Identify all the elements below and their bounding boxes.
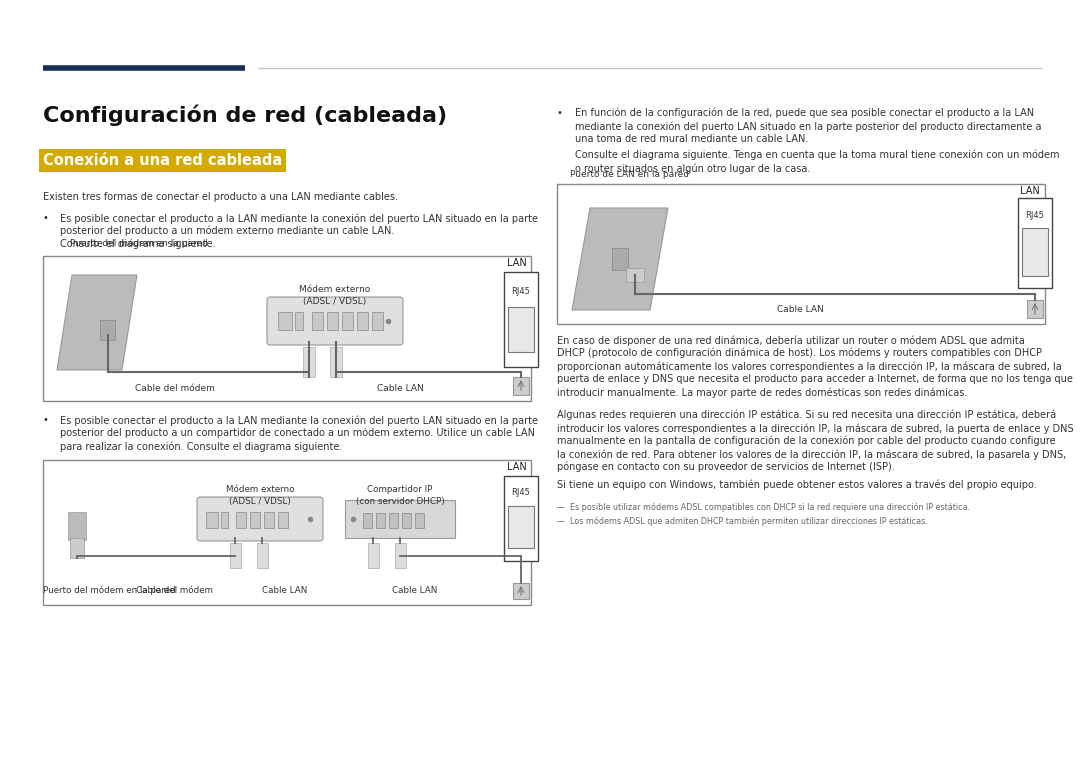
Text: o router situados en algún otro lugar de la casa.: o router situados en algún otro lugar de… [575, 163, 810, 173]
Text: LAN: LAN [507, 258, 527, 268]
Bar [70, 538, 84, 558]
Text: RJ45: RJ45 [512, 488, 530, 497]
Bar [1027, 300, 1043, 318]
Bar [237, 512, 246, 528]
Bar [389, 513, 399, 528]
Bar [43, 256, 531, 401]
Polygon shape [57, 275, 137, 370]
Text: —  Los módems ADSL que admiten DHCP también permiten utilizar direcciones IP est: — Los módems ADSL que admiten DHCP tambi… [557, 516, 928, 526]
Text: Puerto del módem en la pared: Puerto del módem en la pared [43, 585, 176, 595]
Bar [372, 312, 383, 330]
Text: introducir los valores correspondientes a la dirección IP, la máscara de subred,: introducir los valores correspondientes … [557, 423, 1074, 433]
Bar [295, 312, 303, 330]
Text: posterior del producto a un módem externo mediante un cable LAN.: posterior del producto a un módem extern… [60, 226, 394, 237]
Bar [43, 460, 531, 605]
Bar [230, 543, 241, 568]
Bar [68, 512, 86, 540]
Bar [395, 543, 406, 568]
Bar [363, 513, 372, 528]
Text: En caso de disponer de una red dinámica, debería utilizar un router o módem ADSL: En caso de disponer de una red dinámica,… [557, 335, 1025, 346]
Text: •: • [43, 213, 49, 223]
Bar [303, 347, 315, 377]
Text: Cable LAN: Cable LAN [777, 305, 823, 314]
Bar [278, 512, 288, 528]
Text: —  Es posible utilizar módems ADSL compatibles con DHCP si la red requiere una d: — Es posible utilizar módems ADSL compat… [557, 502, 970, 511]
Polygon shape [572, 208, 669, 310]
Text: Es posible conectar el producto a la LAN mediante la conexión del puerto LAN sit: Es posible conectar el producto a la LAN… [60, 213, 538, 224]
Bar [342, 312, 353, 330]
Text: póngase en contacto con su proveedor de servicios de Internet (ISP).: póngase en contacto con su proveedor de … [557, 462, 894, 472]
Text: (ADSL / VDSL): (ADSL / VDSL) [303, 297, 366, 306]
Bar [415, 513, 424, 528]
Bar [327, 312, 338, 330]
Text: Configuración de red (cableada): Configuración de red (cableada) [43, 105, 447, 127]
Text: Módem externo: Módem externo [226, 485, 294, 494]
Text: •: • [557, 108, 563, 118]
Text: LAN: LAN [1020, 186, 1040, 196]
Bar [206, 512, 218, 528]
Bar [1022, 228, 1048, 276]
Text: para realizar la conexión. Consulte el diagrama siguiente.: para realizar la conexión. Consulte el d… [60, 441, 342, 452]
Text: LAN: LAN [507, 462, 527, 472]
Bar [368, 543, 379, 568]
Text: Consulte el diagrama siguiente.: Consulte el diagrama siguiente. [60, 239, 216, 249]
Text: mediante la conexión del puerto LAN situado en la parte posterior del producto d: mediante la conexión del puerto LAN situ… [575, 121, 1041, 131]
Text: Conexión a una red cableada: Conexión a una red cableada [43, 153, 282, 168]
Bar [557, 184, 1045, 324]
Text: Cable LAN: Cable LAN [262, 586, 308, 595]
Text: puerta de enlace y DNS que necesita el producto para acceder a Internet, de form: puerta de enlace y DNS que necesita el p… [557, 374, 1072, 384]
Text: DHCP (protocolo de configuración dinámica de host). Los módems y routers compati: DHCP (protocolo de configuración dinámic… [557, 348, 1042, 359]
Bar [612, 248, 627, 270]
FancyBboxPatch shape [267, 297, 403, 345]
Text: Es posible conectar el producto a la LAN mediante la conexión del puerto LAN sit: Es posible conectar el producto a la LAN… [60, 415, 538, 426]
Bar [357, 312, 368, 330]
Text: Cable del módem: Cable del módem [135, 384, 215, 393]
Bar [513, 377, 529, 395]
Bar [278, 312, 292, 330]
Bar [221, 512, 228, 528]
Text: la conexión de red. Para obtener los valores de la dirección IP, la máscara de s: la conexión de red. Para obtener los val… [557, 449, 1066, 459]
Text: Algunas redes requieren una dirección IP estática. Si su red necesita una direcc: Algunas redes requieren una dirección IP… [557, 410, 1056, 420]
Text: Puerto de LAN en la pared: Puerto de LAN en la pared [570, 170, 689, 179]
Bar [1018, 198, 1052, 288]
Text: (con servidor DHCP): (con servidor DHCP) [355, 497, 444, 506]
Text: Módem externo: Módem externo [299, 285, 370, 294]
Text: posterior del producto a un compartidor de conectado a un módem externo. Utilice: posterior del producto a un compartidor … [60, 428, 535, 439]
Text: RJ45: RJ45 [1026, 211, 1044, 220]
Bar [626, 268, 644, 282]
Bar [508, 307, 534, 352]
Bar [508, 506, 534, 548]
Text: una toma de red mural mediante un cable LAN.: una toma de red mural mediante un cable … [575, 134, 808, 144]
FancyBboxPatch shape [197, 497, 323, 541]
Text: introducir manualmente. La mayor parte de redes domésticas son redes dinámicas.: introducir manualmente. La mayor parte d… [557, 387, 968, 398]
Text: •: • [43, 415, 49, 425]
Text: Consulte el diagrama siguiente. Tenga en cuenta que la toma mural tiene conexión: Consulte el diagrama siguiente. Tenga en… [575, 150, 1059, 160]
Text: Si tiene un equipo con Windows, también puede obtener estos valores a través del: Si tiene un equipo con Windows, también … [557, 480, 1037, 491]
Text: Puerto del módem en la pared: Puerto del módem en la pared [70, 239, 207, 248]
FancyBboxPatch shape [345, 500, 455, 538]
Bar [312, 312, 323, 330]
Bar [249, 512, 260, 528]
Bar [264, 512, 274, 528]
Bar [100, 320, 114, 340]
Text: Existen tres formas de conectar el producto a una LAN mediante cables.: Existen tres formas de conectar el produ… [43, 192, 399, 202]
Text: (ADSL / VDSL): (ADSL / VDSL) [229, 497, 291, 506]
Text: En función de la configuración de la red, puede que sea posible conectar el prod: En función de la configuración de la red… [575, 108, 1035, 118]
Text: manualmente en la pantalla de configuración de la conexión por cable del product: manualmente en la pantalla de configurac… [557, 436, 1055, 446]
Bar [376, 513, 384, 528]
Text: RJ45: RJ45 [512, 287, 530, 296]
Bar [504, 476, 538, 561]
Text: Cable LAN: Cable LAN [377, 384, 423, 393]
Bar [330, 347, 342, 377]
Bar [504, 272, 538, 367]
Text: proporcionan automáticamente los valores correspondientes a la dirección IP, la : proporcionan automáticamente los valores… [557, 361, 1062, 372]
Text: Cable del módem: Cable del módem [136, 586, 214, 595]
Text: Compartidor IP: Compartidor IP [367, 485, 433, 494]
Bar [402, 513, 411, 528]
Text: Cable LAN: Cable LAN [392, 586, 437, 595]
Bar [257, 543, 268, 568]
Bar [513, 583, 529, 599]
